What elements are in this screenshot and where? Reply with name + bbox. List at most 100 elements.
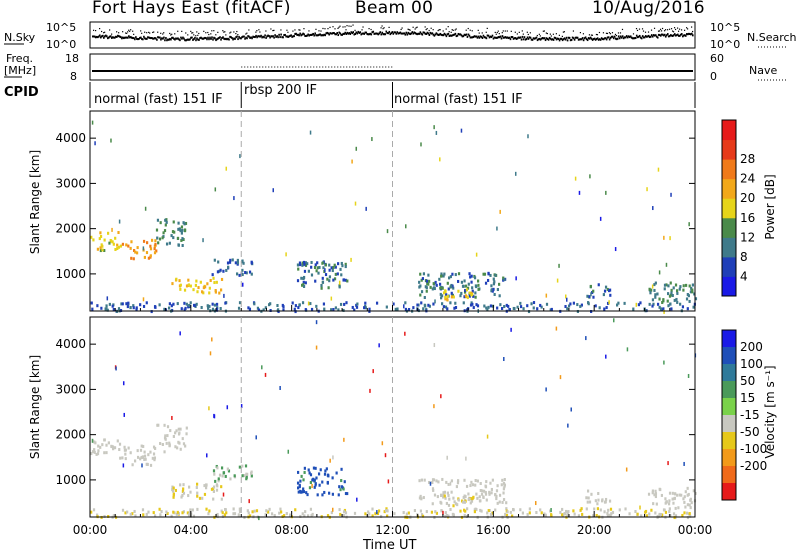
noise-point [620,36,623,39]
noise-point [610,35,613,38]
data-cell [442,493,445,497]
data-cell [355,305,359,309]
data-cell [153,251,157,255]
data-cell [157,241,160,245]
noise-point [216,38,218,41]
data-cell [136,455,140,459]
data-cell [296,279,300,283]
noise-point [209,36,211,39]
data-cell [606,287,609,291]
noise-search-point [609,33,612,35]
data-cell [576,303,579,307]
noise-point [394,31,397,34]
noise-search-point [126,32,128,34]
noise-point [142,38,144,41]
noise-point [358,31,361,34]
x-tick-label: 04:00 [174,523,209,537]
noise-point [167,38,169,41]
data-cell [178,227,181,231]
data-cell [335,471,338,475]
scatter-cell [94,141,96,146]
noise-point [110,35,112,38]
data-cell [597,283,600,287]
data-cell [243,474,246,478]
data-cell [189,301,192,305]
data-cell [342,513,345,517]
noise-point [206,38,208,41]
data-cell [485,480,488,484]
noise-search-point [498,32,500,35]
noise-point [383,33,386,36]
data-cell [92,508,96,512]
noise-search-point [447,26,449,28]
noise-search-point [146,32,148,34]
data-cell [675,289,679,293]
date-title: 10/Aug/2016 [592,0,705,18]
data-cell [479,482,482,486]
data-cell [640,514,643,518]
data-cell [371,514,374,518]
scatter-cell [590,292,592,297]
noise-point [490,36,493,39]
noise-point [504,36,507,39]
data-cell [440,296,443,300]
nave-tick-top: 60 [710,52,724,65]
noise-point [309,33,311,36]
data-cell [637,303,641,307]
scatter-cell [559,375,562,380]
data-cell [156,236,159,240]
noise-point [612,37,615,40]
noise-point [433,34,436,37]
data-cell [307,269,310,273]
noise-point [537,38,540,41]
data-cell [493,280,496,284]
data-cell [196,290,199,294]
data-cell [433,493,437,497]
data-cell [221,511,224,515]
data-cell [166,425,170,429]
noise-point [288,35,290,38]
data-cell [143,454,147,458]
noise-point [229,35,231,38]
noise-point [219,36,221,39]
noise-point [453,33,456,36]
noise-point [113,36,115,39]
noise-search-point [286,29,288,31]
noise-point [295,32,297,35]
data-cell [93,448,96,452]
data-cell [446,307,449,311]
noise-point [529,36,532,39]
data-cell [180,225,184,229]
data-cell [428,480,431,484]
noise-point [179,39,181,42]
data-cell [505,501,508,505]
data-cell [203,484,206,488]
noise-point [182,36,184,39]
noise-point [137,38,139,41]
data-cell [226,467,229,471]
noise-point [615,38,618,41]
noise-search-point [673,27,676,29]
scatter-cell [404,331,406,336]
y-tick-label: 3000 [55,176,86,190]
data-cell [672,512,676,516]
data-cell [342,308,345,312]
noise-point [496,36,499,39]
noise-point [166,39,168,42]
data-cell [488,490,491,494]
data-cell [304,281,307,285]
data-cell [470,293,473,297]
noise-point [531,38,534,41]
noise-search-point [496,31,498,34]
scatter-cell [315,320,318,325]
noise-point [243,35,245,38]
noise-point [306,34,308,37]
noise-search-point [590,34,593,36]
velocity-colorbar-segment [722,364,736,382]
noise-point [382,33,385,36]
noise-point [263,36,265,39]
scatter-cell [515,276,517,281]
data-cell [462,500,465,504]
data-cell [175,277,178,281]
data-cell [376,512,380,516]
